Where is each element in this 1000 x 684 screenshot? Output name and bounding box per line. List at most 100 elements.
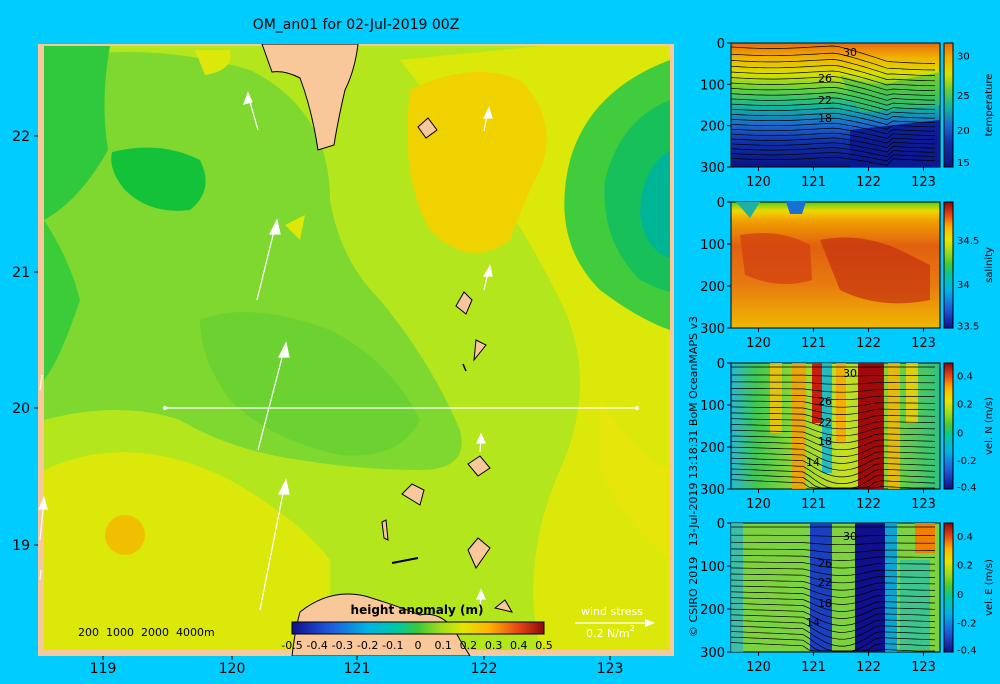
section-ytick-label: 200: [700, 120, 725, 135]
contour-label: 22: [818, 576, 832, 589]
map-ytick-label: 19: [12, 538, 30, 554]
wind-vector: [483, 106, 493, 132]
land-taiwan: [261, 44, 359, 151]
isotherm-contour: [730, 435, 936, 451]
vel-n-band: [836, 363, 846, 443]
section-xtick-label: 123: [911, 336, 936, 351]
colorbar-tick-label: 25: [957, 91, 970, 102]
isotherm-contour: [730, 107, 936, 121]
map-ytick-label: 22: [12, 129, 30, 145]
colorbar-tick-label: 33.5: [957, 321, 979, 332]
isotherm-contour: [730, 429, 936, 444]
isotherm-contour: [730, 603, 936, 619]
isotherm-contour: [730, 620, 936, 640]
colorbar-tick-label: 0.2: [957, 560, 973, 571]
colorbar-tick-label: 0.4: [957, 372, 973, 383]
isotherm-contour: [730, 97, 936, 111]
vel-e-panel: 30 26 22 18 14: [730, 522, 954, 653]
section-ytick-label: 200: [700, 441, 725, 456]
section-ytick-label: 100: [700, 399, 725, 414]
vel-e-band: [900, 560, 930, 650]
vel-e-band: [885, 523, 897, 652]
contour-label: 14: [806, 456, 820, 469]
field-pale-green-2: [285, 215, 305, 240]
vel-n-band: [906, 363, 918, 423]
vel-n-contour-labels: 30 26 22 18 14: [806, 367, 857, 469]
island-10: [462, 363, 467, 372]
salinity-core-2: [820, 237, 930, 304]
colorbar-ticks: -0.5 -0.4 -0.3 -0.2 -0.1 0 0.1 0.2 0.3 0.4 0.5: [281, 639, 552, 652]
map-ytick-label: 20: [12, 401, 30, 417]
contour-label: 18: [818, 435, 832, 448]
figure-title: OM_an01 for 02-Jul-2019 00Z: [253, 17, 460, 33]
map-xtick-label: 120: [219, 661, 246, 677]
field-darkgreen-nw: [44, 46, 110, 220]
vel-e-contours: [730, 526, 936, 652]
vel-n-band: [888, 363, 900, 489]
salinity-surface-blue: [786, 202, 806, 214]
isotherm-contour: [730, 479, 935, 489]
isotherm-contour: [730, 64, 936, 82]
section-xtick-label: 123: [911, 660, 936, 675]
isotherm-contour: [730, 452, 936, 471]
wind-vector: [256, 218, 281, 301]
vel-e-band: [810, 523, 832, 652]
section-xtick-label: 120: [746, 660, 771, 675]
section-ytick-label: 100: [700, 78, 725, 93]
colorbar-tick-label: 0.2: [460, 639, 478, 652]
section-ytick-label: 200: [700, 603, 725, 618]
map-ytick-label: 21: [12, 265, 30, 281]
isotherm-contour: [730, 400, 935, 408]
section-xtick-label: 123: [911, 175, 936, 190]
wind-legend: wind stress 0.2 N/m2: [575, 605, 655, 640]
contour-label: 26: [818, 395, 832, 408]
isotherm-contour: [730, 418, 936, 430]
vel-e-band: [855, 523, 885, 652]
section-ytick-label: 0: [717, 37, 725, 52]
depth-contour-legend: 200 1000 2000 4000m: [78, 626, 215, 639]
isotherm-contour: [730, 625, 936, 647]
colorbar-tick-label: 0.5: [535, 639, 553, 652]
map-tick-marks: [34, 135, 611, 660]
section-line: [163, 406, 639, 410]
wind-vector: [257, 341, 290, 451]
isotherm-contour: [730, 45, 936, 64]
island-7: [381, 519, 389, 541]
section-xtick-label: 120: [746, 497, 771, 512]
colorbar-tick-label: 34.5: [957, 236, 979, 247]
isotherm-contour: [730, 579, 936, 591]
section-ytick-label: 0: [717, 357, 725, 372]
island-6: [467, 537, 491, 570]
colorbar-tick-label: -0.4: [957, 645, 977, 656]
colorbar-tick-label: -0.2: [957, 618, 977, 629]
colorbar-tick-label: -0.4: [306, 639, 327, 652]
colorbar-gradient: [291, 621, 545, 635]
section-xtick-label: 121: [801, 175, 826, 190]
temperature-deep-east: [850, 120, 940, 167]
isotherm-contour: [730, 59, 935, 76]
section-xtick-label: 121: [801, 660, 826, 675]
section-ytick-label: 300: [700, 483, 725, 498]
map-xtick-label: 122: [471, 661, 498, 677]
field-orange-spot: [105, 515, 145, 555]
isotherm-contour: [731, 381, 935, 385]
wind-vector: [482, 264, 493, 291]
section-ytick-label: 100: [700, 560, 725, 575]
island-4: [467, 455, 491, 477]
isotherm-contour: [730, 81, 935, 96]
isotherm-contour: [730, 406, 936, 415]
colorbar-axis-label: salinity: [984, 247, 995, 283]
isotherm-contour: [730, 541, 935, 546]
section-ytick-label: 300: [700, 322, 725, 337]
isotherm-contour: [730, 147, 935, 157]
colorbar-tick-label: 0: [415, 639, 422, 652]
isotherm-contour: [730, 441, 936, 457]
vel-n-contours: [730, 366, 936, 489]
colorbar-tick-label: -0.4: [957, 482, 977, 493]
temperature-shoal-east: [840, 72, 940, 112]
wind-legend-value: 0.2 N/m2: [586, 624, 635, 640]
salinity-surface-teal: [736, 202, 760, 218]
field-eddy-inner: [640, 150, 670, 258]
isotherm-contour: [730, 614, 936, 633]
wind-vectors: [243, 91, 493, 611]
